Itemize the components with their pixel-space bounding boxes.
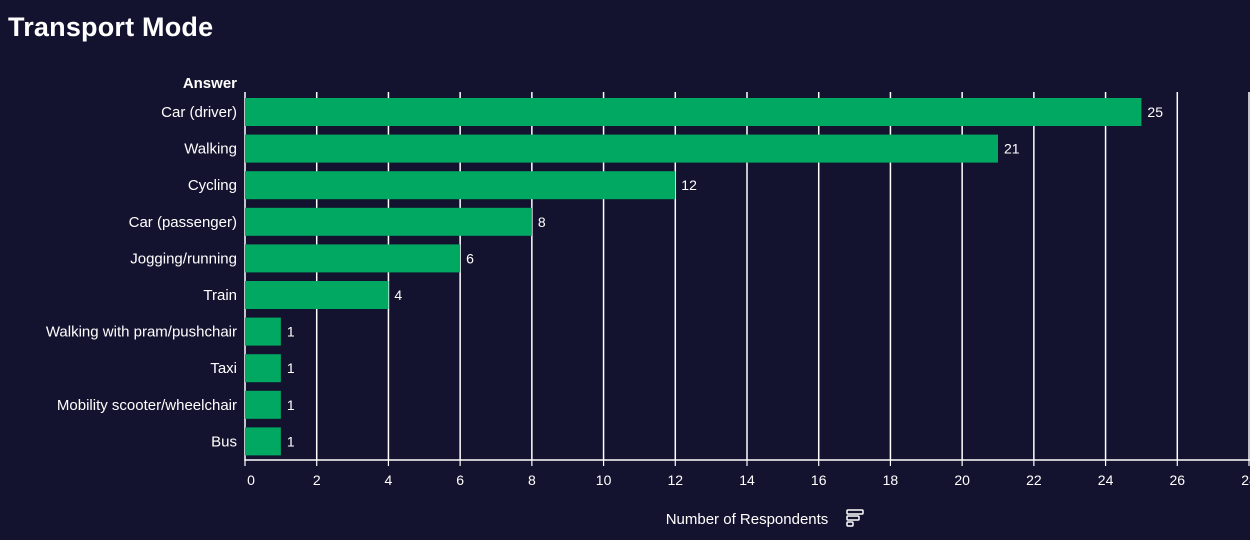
value-label: 1 [287, 433, 295, 449]
bar [245, 427, 281, 456]
x-tick-label: 8 [528, 472, 536, 488]
bar [245, 390, 281, 419]
value-label: 8 [538, 214, 546, 230]
bar [245, 207, 532, 236]
x-tick-label: 0 [247, 472, 255, 488]
value-label: 1 [287, 397, 295, 413]
x-tick-label: 2 [313, 472, 321, 488]
x-tick-label: 20 [954, 472, 970, 488]
bar [245, 171, 676, 200]
x-tick-label: 4 [385, 472, 393, 488]
value-label: 1 [287, 324, 295, 340]
category-label: Taxi [210, 360, 237, 377]
value-label: 12 [681, 177, 697, 193]
bar [245, 244, 461, 273]
x-tick-label: 24 [1098, 472, 1114, 488]
value-label: 25 [1147, 104, 1163, 120]
value-label: 21 [1004, 141, 1020, 157]
bar [245, 281, 389, 309]
value-label: 1 [287, 360, 295, 376]
category-axis-title: Answer [183, 75, 237, 92]
category-label: Car (driver) [161, 104, 237, 121]
category-label: Cycling [188, 177, 237, 194]
x-tick-label: 22 [1026, 472, 1042, 488]
bar [245, 317, 281, 346]
bar [245, 134, 998, 163]
category-label: Train [203, 287, 237, 304]
x-tick-label: 6 [456, 472, 464, 488]
x-tick-label: 18 [883, 472, 899, 488]
bar-layer [245, 98, 1142, 456]
bar [245, 354, 281, 383]
category-label: Bus [211, 433, 237, 450]
category-label: Jogging/running [130, 250, 237, 267]
x-tick-label: 28 [1241, 472, 1250, 488]
chart-title: Transport Mode [8, 12, 214, 42]
x-tick-label: 14 [739, 472, 755, 488]
bar [245, 98, 1142, 126]
category-label: Walking with pram/pushchair [46, 324, 237, 341]
value-label: 4 [394, 287, 402, 303]
x-tick-label: 16 [811, 472, 827, 488]
sort-icon[interactable] [845, 508, 865, 528]
x-tick-label: 12 [667, 472, 683, 488]
category-label: Mobility scooter/wheelchair [57, 397, 237, 414]
category-label: Car (passenger) [129, 214, 237, 231]
x-tick-label: 10 [596, 472, 612, 488]
value-label: 6 [466, 250, 474, 266]
x-axis-title: Number of Respondents [666, 511, 829, 528]
x-tick-label: 26 [1169, 472, 1185, 488]
category-label: Walking [184, 141, 237, 158]
label-layer: 0246810121416182022242628Car (driver)25W… [46, 104, 1250, 488]
